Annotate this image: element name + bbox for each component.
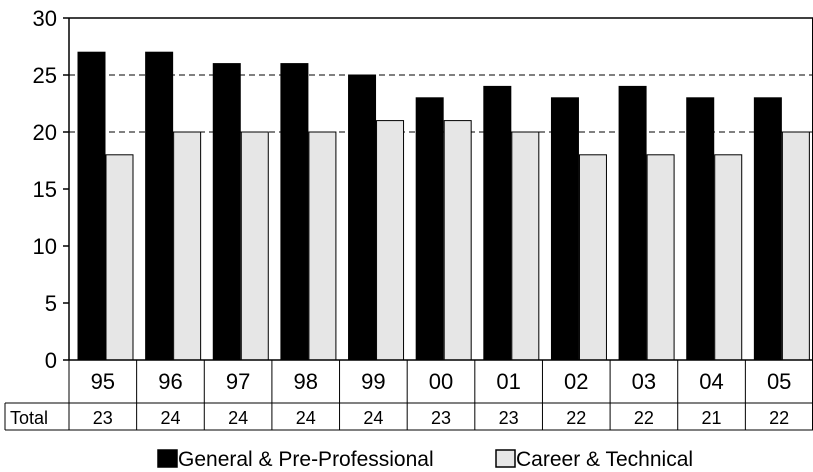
table-cell: 24 (228, 408, 248, 428)
bar-general-pre-professional (348, 74, 377, 361)
bar-general-pre-professional (753, 97, 782, 361)
bar-general-pre-professional (212, 63, 241, 361)
bar-general-pre-professional (77, 51, 106, 361)
bar-career-technical (714, 154, 743, 361)
table-cell: 24 (160, 408, 180, 428)
table-cell: 22 (566, 408, 586, 428)
bar-general-pre-professional (145, 51, 174, 361)
table-cell: 24 (363, 408, 383, 428)
table-cell: 23 (93, 408, 113, 428)
table-cell: 24 (296, 408, 316, 428)
y-tick-label: 25 (33, 63, 57, 88)
legend-label: General & Pre-Professional (178, 448, 434, 471)
y-tick-label: 0 (45, 348, 57, 373)
table-row-label: Total (10, 408, 48, 428)
bar-career-technical (173, 131, 202, 361)
table-cell: 23 (499, 408, 519, 428)
bar-general-pre-professional (550, 97, 579, 361)
x-tick-label: 05 (767, 369, 791, 394)
x-tick-label: 99 (361, 369, 385, 394)
bar-general-pre-professional (483, 85, 512, 361)
bar-general-pre-professional (280, 63, 309, 361)
x-tick-label: 04 (699, 369, 723, 394)
y-tick-label: 15 (33, 177, 57, 202)
legend-label: Career & Technical (516, 448, 693, 471)
y-tick-label: 20 (33, 120, 57, 145)
x-tick-label: 98 (293, 369, 317, 394)
table-cell: 23 (431, 408, 451, 428)
bar-career-technical (443, 120, 472, 361)
legend: General & Pre-Professional Career & Techn… (157, 448, 693, 471)
y-tick-label: 5 (45, 291, 57, 316)
bar-career-technical (578, 154, 607, 361)
bars (77, 51, 810, 361)
bar-general-pre-professional (415, 97, 444, 361)
bar-career-technical (781, 131, 810, 361)
legend-swatch-general (157, 449, 178, 468)
x-tick-label: 03 (632, 369, 656, 394)
bar-career-technical (511, 131, 540, 361)
bar-career-technical (240, 131, 269, 361)
bar-career-technical (308, 131, 337, 361)
bar-career-technical (646, 154, 675, 361)
y-axis-ticks: 0 5 10 15 20 25 30 (33, 6, 69, 373)
x-tick-label: 97 (226, 369, 250, 394)
y-tick-label: 30 (33, 6, 57, 31)
x-tick-label: 01 (496, 369, 520, 394)
table-cell: 21 (702, 408, 722, 428)
x-tick-label: 96 (158, 369, 182, 394)
table-cell: 22 (634, 408, 654, 428)
total-row: Total 23 24 24 24 24 23 23 22 22 21 22 (4, 402, 813, 431)
bar-career-technical (105, 154, 134, 361)
x-tick-label: 00 (429, 369, 453, 394)
category-row: 95 96 97 98 99 00 01 02 03 04 05 (68, 360, 813, 403)
x-tick-label: 95 (91, 369, 115, 394)
bar-general-pre-professional (686, 97, 715, 361)
x-tick-label: 02 (564, 369, 588, 394)
bar-career-technical (376, 120, 405, 361)
bar-general-pre-professional (618, 85, 647, 361)
legend-swatch-career (495, 449, 516, 468)
y-tick-label: 10 (33, 234, 57, 259)
table-cell: 22 (769, 408, 789, 428)
